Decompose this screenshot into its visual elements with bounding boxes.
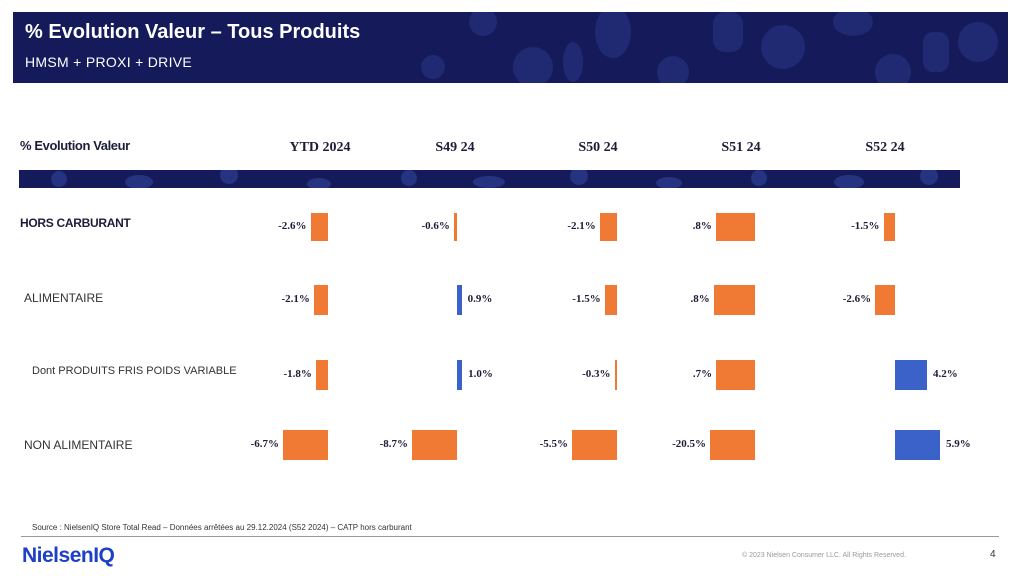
bar-3-1 [412,430,457,460]
bar-3-4 [895,430,940,460]
footer-divider [21,536,999,537]
bar-0-3 [715,213,755,241]
copyright-text: © 2023 Nielsen Consumer LLC. All Rights … [742,552,906,559]
source-note: Source : NielsenIQ Store Total Read – Do… [32,523,412,532]
value-label-3-3: -20.5% [672,438,706,450]
bar-3-2 [572,430,617,460]
bar-1-2 [604,285,617,315]
column-header-s49: S49 24 [435,140,475,155]
row-label-produits-frais: Dont PRODUITS FRIS POIDS VARIABLE [32,365,237,377]
nielseniq-logo: NielsenIQ [22,544,115,567]
value-label-2-4: 4.2% [933,368,958,380]
band-pattern [51,170,938,188]
bar-0-4 [883,213,895,241]
page-number: 4 [990,549,996,560]
bar-2-0 [315,360,328,390]
bar-2-1 [457,360,463,390]
header-band [19,170,960,188]
value-label-0-0: -2.6% [278,220,307,232]
value-label-0-4: -1.5% [851,220,880,232]
value-label-3-1: -8.7% [379,438,408,450]
value-label-2-3: .7% [692,368,713,380]
row-label-hors-carburant: HORS CARBURANT [20,216,131,230]
value-label-1-1: 0.9% [467,293,493,305]
bar-2-4 [895,360,928,390]
value-label-3-0: -6.7% [250,438,279,450]
bar-2-3 [716,360,755,390]
bar-2-2 [614,360,617,390]
header-banner: % Evolution Valeur – Tous Produits HMSM … [13,12,1008,83]
page-title: % Evolution Valeur – Tous Produits [25,21,361,43]
value-label-2-0: -1.8% [283,368,312,380]
value-label-2-1: 1.0% [468,368,493,380]
value-label-0-3: .8% [692,220,712,232]
value-label-1-3: .8% [690,293,710,305]
row-header-label: % Evolution Valeur [20,138,130,153]
column-header-s51: S51 24 [721,140,761,155]
page-subtitle: HMSM + PROXI + DRIVE [25,54,193,70]
column-header-s52: S52 24 [865,140,905,155]
row-label-alimentaire: ALIMENTAIRE [24,291,104,305]
bar-0-1 [453,213,457,241]
value-label-1-4: -2.6% [842,293,872,305]
bar-0-0 [310,213,328,241]
bar-1-4 [875,285,895,315]
bar-1-0 [313,285,328,315]
value-label-0-1: -0.6% [421,220,450,232]
header-pattern [421,12,998,83]
value-label-2-2: -0.3% [582,368,611,380]
value-label-1-0: -2.1% [281,293,310,305]
column-header-ytd: YTD 2024 [289,140,351,155]
value-label-3-2: -5.5% [539,438,568,450]
value-label-3-4: 5.9% [946,438,971,450]
bar-0-2 [599,213,617,241]
column-header-s50: S50 24 [578,140,618,155]
bar-3-0 [283,430,328,460]
value-label-0-2: -2.1% [567,220,596,232]
bar-3-3 [710,430,755,460]
value-label-1-2: -1.5% [572,293,601,305]
bar-1-1 [457,285,462,315]
row-label-non-alimentaire: NON ALIMENTAIRE [24,438,133,452]
bar-1-3 [713,285,755,315]
